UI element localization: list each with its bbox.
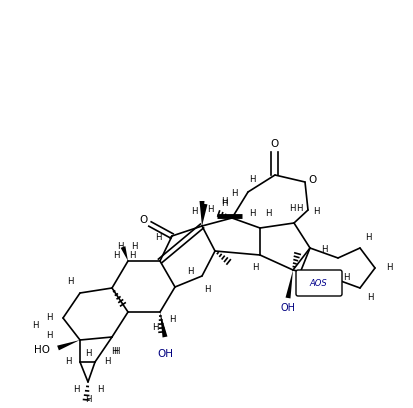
Text: H: H: [128, 251, 135, 260]
Text: O: O: [140, 215, 148, 225]
Text: H: H: [111, 346, 117, 355]
Text: H: H: [264, 209, 271, 219]
Text: H: H: [112, 251, 119, 260]
Text: H: H: [64, 357, 71, 366]
Text: H: H: [46, 331, 52, 341]
Text: H: H: [32, 322, 38, 330]
Polygon shape: [285, 270, 292, 298]
Text: H: H: [66, 277, 73, 286]
Text: H: H: [112, 348, 119, 357]
Text: OH: OH: [280, 303, 295, 313]
Text: H: H: [230, 189, 237, 199]
Text: AOS: AOS: [309, 279, 326, 288]
Text: H: H: [46, 313, 52, 322]
Text: OH: OH: [157, 349, 173, 359]
Text: H: H: [85, 350, 91, 359]
Text: H: H: [104, 357, 110, 366]
Text: H: H: [320, 246, 326, 255]
Text: H: H: [312, 208, 318, 217]
Text: H: H: [131, 242, 137, 251]
Text: H: H: [342, 273, 349, 282]
Text: H: H: [206, 206, 213, 215]
Text: H: H: [366, 293, 373, 302]
Text: H: H: [248, 209, 255, 219]
Polygon shape: [120, 246, 128, 261]
Polygon shape: [57, 340, 80, 350]
Text: H: H: [203, 286, 210, 295]
Text: H: H: [85, 395, 91, 404]
Text: HO: HO: [34, 345, 50, 355]
FancyBboxPatch shape: [295, 270, 341, 296]
Text: H: H: [297, 277, 304, 286]
Text: H: H: [220, 200, 227, 208]
Polygon shape: [202, 204, 207, 226]
Text: H: H: [295, 204, 301, 213]
Text: H: H: [73, 386, 79, 395]
Text: H: H: [116, 242, 123, 251]
Text: H: H: [385, 264, 391, 273]
Text: H: H: [154, 233, 161, 242]
Text: H: H: [169, 315, 175, 324]
Text: H: H: [248, 175, 255, 184]
Text: H: H: [364, 233, 370, 242]
Text: H: H: [186, 266, 193, 275]
Text: H: H: [288, 204, 294, 213]
Text: H: H: [251, 262, 258, 271]
Text: H: H: [190, 208, 197, 217]
Text: H: H: [220, 197, 227, 206]
Text: H: H: [97, 386, 103, 395]
Polygon shape: [199, 201, 204, 226]
Text: O: O: [270, 139, 278, 149]
Text: H: H: [152, 322, 158, 331]
Polygon shape: [159, 312, 167, 337]
Text: O: O: [308, 175, 316, 185]
